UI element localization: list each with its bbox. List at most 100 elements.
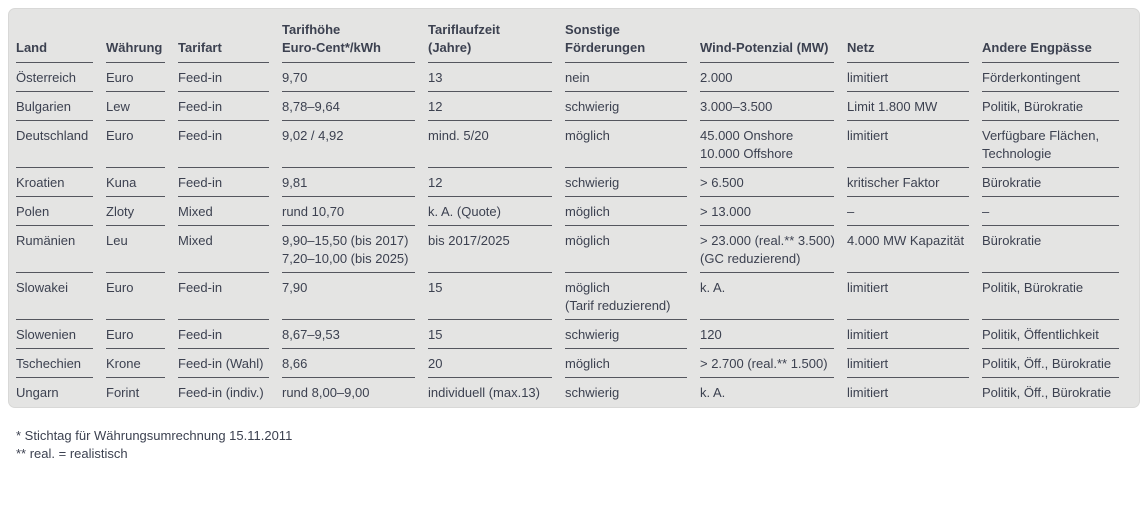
column-header-land: Land — [16, 9, 106, 63]
footnote-real-definition: ** real. = realistisch — [16, 446, 128, 461]
table-cell: 13 — [428, 63, 565, 92]
table-row: Österreich Euro Feed-in 9,70 13 nein 2.000 limi… — [16, 63, 1132, 92]
table-row: Kroatien Kuna Feed-in 9,81 12 schwierig > 6.50… — [16, 168, 1132, 197]
table-cell: – — [982, 197, 1132, 226]
table-cell: limitiert — [847, 121, 982, 168]
table-cell: Tschechien — [16, 349, 106, 378]
table-cell: Feed-in — [178, 273, 282, 320]
table-cell: 12 — [428, 92, 565, 121]
table-cell: möglich — [565, 349, 700, 378]
table-cell: 9,02 / 4,92 — [282, 121, 428, 168]
table-cell: kritischer Faktor — [847, 168, 982, 197]
table-cell: Feed-in — [178, 168, 282, 197]
table-header-row: Land Währung Tarifart Tarifhöhe Euro-Cen… — [16, 9, 1132, 63]
table-cell: Zloty — [106, 197, 178, 226]
table-cell: möglich — [565, 226, 700, 273]
table-cell: schwierig — [565, 320, 700, 349]
table-cell: Feed-in — [178, 320, 282, 349]
table-cell: > 23.000 (real.** 3.500) (GC reduzierend… — [700, 226, 847, 273]
footnotes: * Stichtag für Währungsumrechnung 15.11.… — [16, 427, 1148, 463]
table-cell: limitiert — [847, 63, 982, 92]
table-cell: Mixed — [178, 197, 282, 226]
column-header-waehrung: Währung — [106, 9, 178, 63]
table-cell: k. A. — [700, 385, 726, 400]
table-cell: mind. 5/20 — [428, 121, 565, 168]
table-cell: Lew — [106, 92, 178, 121]
table-cell: schwierig — [565, 168, 700, 197]
table-cell: 8,78–9,64 — [282, 92, 428, 121]
table-cell: schwierig — [565, 385, 620, 400]
table-cell: Deutschland — [16, 121, 106, 168]
table-cell: Ungarn — [16, 385, 59, 400]
table-cell: Forint — [106, 385, 140, 400]
table-cell: 3.000–3.500 — [700, 92, 847, 121]
table-cell: Mixed — [178, 226, 282, 273]
column-header-netz: Netz — [847, 9, 982, 63]
table-cell: individuell (max.13) — [428, 385, 540, 400]
table-cell: > 2.700 (real.** 1.500) — [700, 349, 847, 378]
table-row: Deutschland Euro Feed-in 9,02 / 4,92 mind. 5… — [16, 121, 1132, 168]
table-cell: nein — [565, 63, 700, 92]
table-cell: Kuna — [106, 168, 178, 197]
tariff-table: Land Währung Tarifart Tarifhöhe Euro-Cen… — [16, 9, 1132, 407]
table-cell: Rumänien — [16, 226, 106, 273]
table-cell: Politik, Öff., Bürokratie — [982, 349, 1132, 378]
table-cell: 45.000 Onshore 10.000 Offshore — [700, 121, 847, 168]
table-cell: Feed-in (indiv.) — [178, 385, 264, 400]
table-cell: > 13.000 — [700, 197, 847, 226]
table-cell: Feed-in — [178, 92, 282, 121]
table-cell: 9,90–15,50 (bis 2017) 7,20–10,00 (bis 20… — [282, 226, 428, 273]
table-cell: rund 10,70 — [282, 197, 428, 226]
table-cell: Euro — [106, 121, 178, 168]
table-cell: 2.000 — [700, 63, 847, 92]
table-cell: Limit 1.800 MW — [847, 92, 982, 121]
table-cell: Österreich — [16, 63, 106, 92]
table-cell: Bürokratie — [982, 226, 1132, 273]
table-cell: limitiert — [847, 349, 982, 378]
table-cell: Politik, Bürokratie — [982, 92, 1132, 121]
table-cell: 4.000 MW Kapazität — [847, 226, 982, 273]
table-cell: 9,70 — [282, 63, 428, 92]
column-header-tarifhoehe: Tarifhöhe Euro-Cent*/kWh — [282, 9, 428, 63]
table-cell: – — [847, 197, 982, 226]
table-cell: Krone — [106, 349, 178, 378]
table-cell: 8,66 — [282, 349, 428, 378]
table-cell: Kroatien — [16, 168, 106, 197]
table-cell: 15 — [428, 273, 565, 320]
table-cell: 9,81 — [282, 168, 428, 197]
table-cell: 20 — [428, 349, 565, 378]
table-cell: Polen — [16, 197, 106, 226]
table-cell: Feed-in — [178, 63, 282, 92]
table-row: Bulgarien Lew Feed-in 8,78–9,64 12 schwierig 3… — [16, 92, 1132, 121]
column-header-andere-engpaesse: Andere Engpässe — [982, 9, 1132, 63]
column-header-sonstige-foerderungen: Sonstige Förderungen — [565, 9, 700, 63]
table-cell: limitiert — [847, 385, 889, 400]
table-row: Tschechien Krone Feed-in (Wahl) 8,66 20 mögli… — [16, 349, 1132, 378]
table-cell: Euro — [106, 63, 178, 92]
column-header-wind-potenzial: Wind-Potenzial (MW) — [700, 9, 847, 63]
table-cell: Slowakei — [16, 273, 106, 320]
footnote-currency-date: * Stichtag für Währungsumrechnung 15.11.… — [16, 428, 293, 443]
table-cell: 120 — [700, 320, 847, 349]
table-cell: limitiert — [847, 273, 982, 320]
table-row: Ungarn Forint Feed-in (indiv.) rund 8,00–9,… — [16, 378, 1132, 407]
table-cell: Politik, Bürokratie — [982, 273, 1132, 320]
column-header-tariflaufzeit: Tariflaufzeit (Jahre) — [428, 9, 565, 63]
table-body: Österreich Euro Feed-in 9,70 13 nein 2.000 limi… — [16, 63, 1132, 407]
table-cell: möglich (Tarif reduzierend) — [565, 273, 700, 320]
table-cell: 12 — [428, 168, 565, 197]
table-cell: bis 2017/2025 — [428, 226, 565, 273]
table-cell: k. A. — [700, 273, 847, 320]
table-cell: Leu — [106, 226, 178, 273]
table-row: Polen Zloty Mixed rund 10,70 k. A. (Quote) mö… — [16, 197, 1132, 226]
table-cell: Förderkontingent — [982, 63, 1132, 92]
table-cell: k. A. (Quote) — [428, 197, 565, 226]
table-cell: 15 — [428, 320, 565, 349]
table-cell: 8,67–9,53 — [282, 320, 428, 349]
table-cell: rund 8,00–9,00 — [282, 385, 370, 400]
table-cell: Feed-in — [178, 121, 282, 168]
table-cell: Politik, Öffentlichkeit — [982, 320, 1132, 349]
table-cell: Euro — [106, 273, 178, 320]
table-row: Rumänien Leu Mixed 9,90–15,50 (bis 2017) 7,… — [16, 226, 1132, 273]
column-header-tarifart: Tarifart — [178, 9, 282, 63]
